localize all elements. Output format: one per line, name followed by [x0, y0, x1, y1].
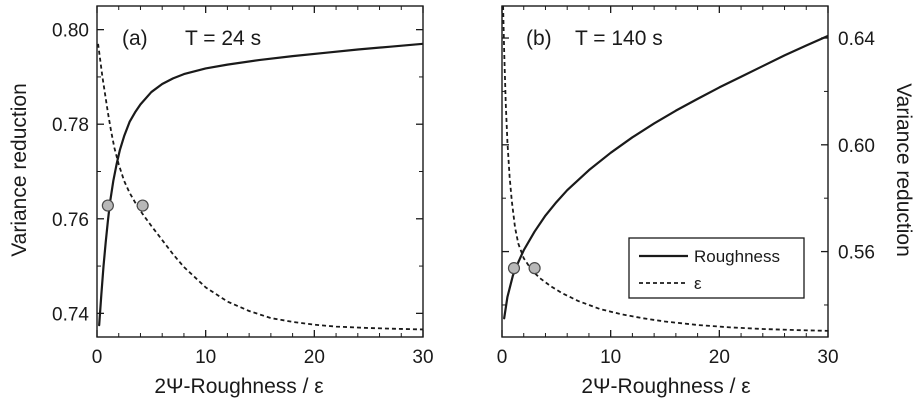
y-tick-label-a-0: 0.74 — [52, 304, 89, 325]
panel-b-title: T = 140 s — [575, 27, 663, 50]
y-tick-label-b-2: 0.64 — [838, 29, 875, 50]
plot-frame-b — [501, 5, 829, 338]
legend-label-epsilon: ε — [694, 274, 702, 293]
y-tick-label-b-1: 0.60 — [838, 136, 875, 157]
marker-point-b-0 — [507, 262, 521, 275]
marker-point-b-1 — [528, 262, 541, 275]
y-tick-label-a-3: 0.80 — [52, 21, 89, 42]
panel-a-title: T = 24 s — [185, 27, 261, 50]
plot-frame-a — [96, 5, 424, 338]
x-tick-label-b-2: 20 — [709, 347, 730, 368]
x-tick-label-a-1: 10 — [195, 347, 216, 368]
x-tick-label-b-0: 0 — [497, 347, 508, 368]
series-roughness-line-a — [98, 42, 423, 327]
x-tick-label-b-1: 10 — [600, 347, 621, 368]
series-epsilon-line-a — [97, 43, 423, 331]
panel-b-xlabel: 2Ψ-Roughness / ε — [581, 375, 750, 398]
y-tick-label-a-2: 0.78 — [52, 115, 89, 136]
panel-b: (b) T = 140 s 2Ψ-Roughness / ε Variance … — [497, 5, 915, 398]
x-tick-label-b-3: 30 — [817, 347, 838, 368]
panel-a: (a) T = 24 s 2Ψ-Roughness / ε Variance r… — [8, 5, 434, 398]
legend-box — [628, 237, 805, 299]
legend: Roughness ε — [628, 237, 805, 299]
panel-b-label: (b) — [526, 27, 552, 50]
panel-a-xlabel: 2Ψ-Roughness / ε — [154, 375, 323, 398]
marker-point-a-0 — [101, 199, 114, 212]
marker-point-a-1 — [136, 199, 149, 212]
legend-label-roughness: Roughness — [694, 247, 780, 266]
panel-b-ylabel: Variance reduction — [892, 83, 915, 257]
y-tick-label-a-1: 0.76 — [52, 210, 89, 231]
x-tick-label-a-3: 30 — [412, 347, 433, 368]
panel-a-label: (a) — [122, 27, 148, 50]
series-roughness-line-b — [503, 34, 828, 320]
x-tick-label-a-2: 20 — [304, 347, 325, 368]
y-tick-label-b-0: 0.56 — [838, 243, 875, 264]
x-tick-label-a-0: 0 — [92, 347, 103, 368]
panel-a-ylabel: Variance reduction — [8, 83, 31, 257]
